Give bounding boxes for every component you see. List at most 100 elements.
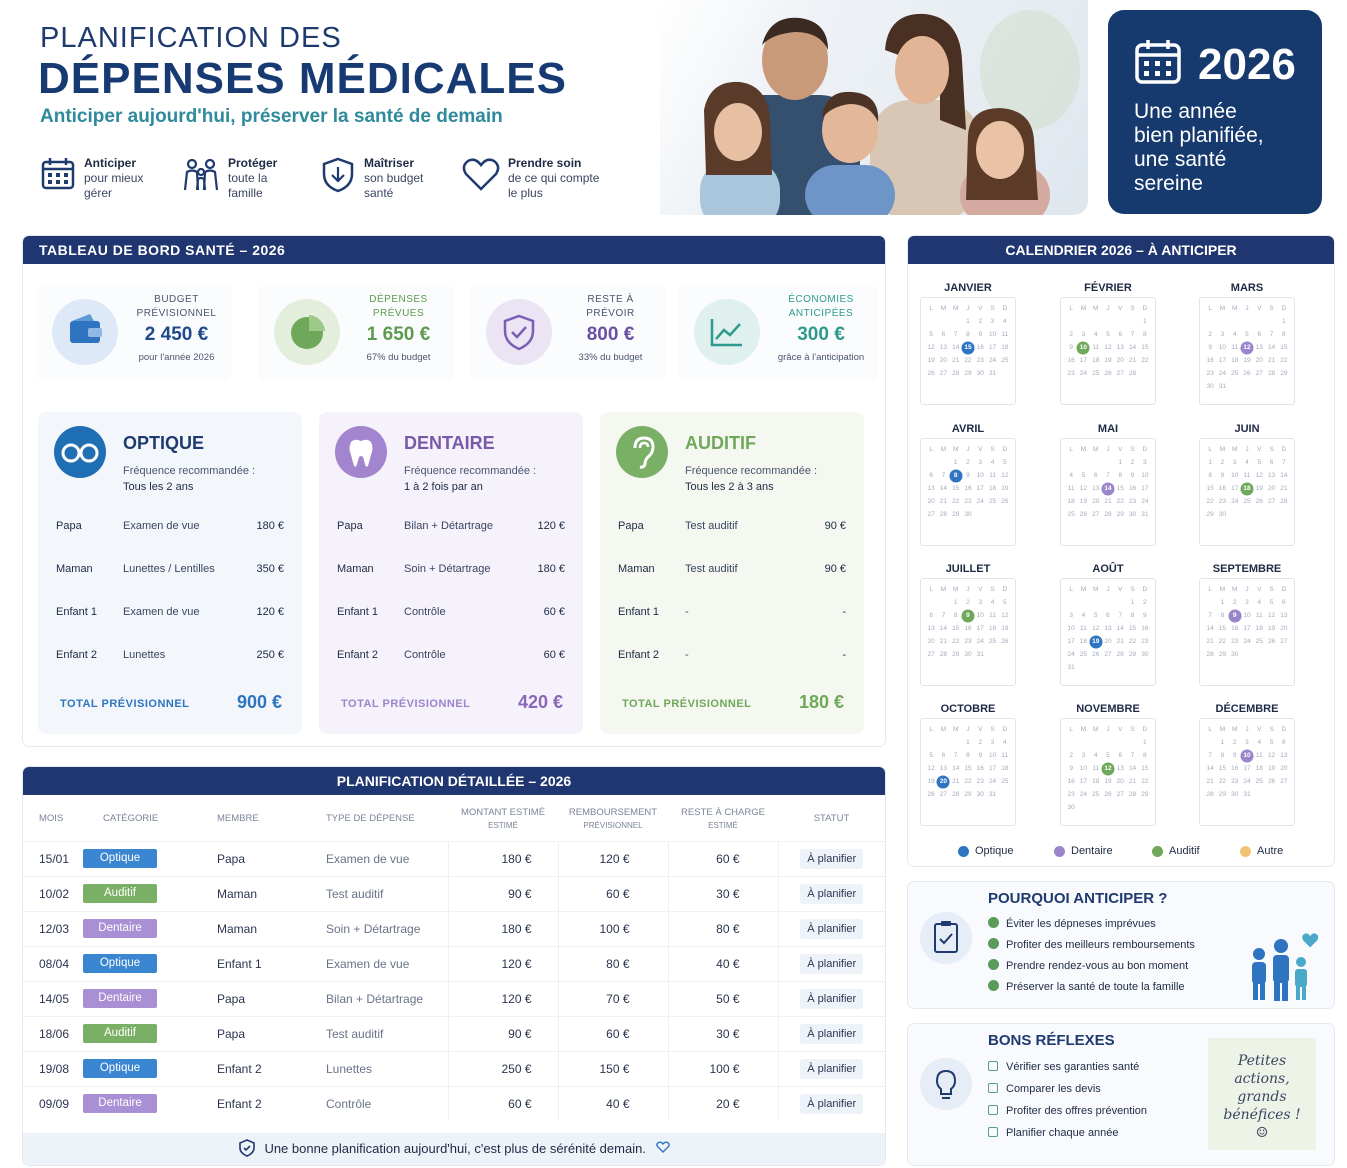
calendar-day[interactable]: 26 xyxy=(1092,651,1100,658)
calendar-day[interactable]: 14 xyxy=(952,765,960,772)
calendar-day[interactable]: 23 xyxy=(1067,791,1075,798)
calendar-day[interactable]: 6 xyxy=(1106,612,1110,619)
calendar-day[interactable]: 23 xyxy=(1231,638,1239,645)
calendar-day[interactable]: 22 xyxy=(1141,357,1149,364)
calendar-day[interactable]: 26 xyxy=(1267,638,1276,645)
calendar-day[interactable]: 1 xyxy=(1130,599,1135,606)
calendar-day[interactable]: 1 xyxy=(966,318,970,325)
calendar-day[interactable]: 27 xyxy=(939,370,948,377)
calendar-day[interactable]: 10 xyxy=(988,752,997,759)
calendar-day[interactable]: 9 xyxy=(978,752,983,759)
calendar-day[interactable]: 9 xyxy=(1130,472,1135,479)
calendar-day[interactable]: 25 xyxy=(1092,370,1100,377)
calendar-day[interactable]: 24 xyxy=(988,357,997,364)
calendar-day[interactable]: 6 xyxy=(929,612,933,619)
calendar-day[interactable]: 7 xyxy=(1208,752,1212,759)
calendar-day[interactable]: 15 xyxy=(1141,765,1149,772)
calendar-day[interactable]: 27 xyxy=(1116,370,1124,377)
calendar-day[interactable]: 9 xyxy=(1232,752,1237,759)
calendar-day[interactable]: 11 xyxy=(1243,472,1251,479)
calendar-day[interactable]: 24 xyxy=(1067,651,1075,658)
calendar-day[interactable]: 16 xyxy=(1231,625,1239,632)
calendar-day[interactable]: 16 xyxy=(1067,778,1075,785)
calendar-day[interactable]: 29 xyxy=(1141,791,1149,798)
calendar-day[interactable]: 17 xyxy=(1141,485,1149,492)
calendar-day[interactable]: 17 xyxy=(1243,765,1251,772)
calendar-day[interactable]: 18 xyxy=(1231,357,1239,364)
calendar-day[interactable]: 25 xyxy=(1001,778,1009,785)
calendar-day[interactable]: 21 xyxy=(1267,357,1276,364)
calendar-day[interactable]: 11 xyxy=(1001,752,1009,759)
calendar-day[interactable]: 1 xyxy=(1208,459,1212,466)
calendar-day[interactable]: 23 xyxy=(964,498,972,505)
calendar-day[interactable]: 21 xyxy=(952,357,960,364)
calendar-day[interactable]: 12 xyxy=(1255,472,1263,479)
calendar-day[interactable]: 15 xyxy=(952,485,960,492)
calendar-day[interactable]: 11 xyxy=(1080,625,1087,632)
status-badge[interactable]: À planifier xyxy=(800,848,864,869)
calendar-day[interactable]: 27 xyxy=(1104,651,1112,658)
calendar-day[interactable]: 26 xyxy=(1267,778,1276,785)
calendar-day[interactable]: 29 xyxy=(1218,791,1227,798)
calendar-day[interactable]: 5 xyxy=(1269,739,1274,746)
calendar-day[interactable]: 7 xyxy=(1106,472,1110,479)
calendar-day[interactable]: 15 xyxy=(964,765,972,772)
calendar-day[interactable]: 4 xyxy=(1232,331,1237,338)
calendar-day[interactable]: 14 xyxy=(1102,482,1114,495)
calendar-day[interactable]: 29 xyxy=(952,511,960,518)
calendar-day[interactable]: 22 xyxy=(1218,638,1227,645)
calendar-day[interactable]: 19 xyxy=(1001,625,1009,632)
calendar-day[interactable]: 30 xyxy=(1218,511,1227,518)
calendar-day[interactable]: 13 xyxy=(1280,752,1288,759)
calendar-day[interactable]: 15 xyxy=(962,341,974,354)
calendar-day[interactable]: 28 xyxy=(1128,791,1137,798)
calendar-day[interactable]: 22 xyxy=(1128,638,1137,645)
calendar-day[interactable]: 23 xyxy=(1141,638,1149,645)
calendar-day[interactable]: 19 xyxy=(1104,778,1112,785)
calendar-day[interactable]: 1 xyxy=(966,739,970,746)
calendar-day[interactable]: 17 xyxy=(1079,357,1088,364)
calendar-day[interactable]: 24 xyxy=(988,778,997,785)
calendar-day[interactable]: 2 xyxy=(1232,599,1237,606)
calendar-day[interactable]: 16 xyxy=(1218,485,1227,492)
calendar-day[interactable]: 26 xyxy=(927,370,935,377)
calendar-day[interactable]: 29 xyxy=(964,791,972,798)
calendar-day[interactable]: 12 xyxy=(927,765,935,772)
calendar-day[interactable]: 3 xyxy=(990,318,995,325)
calendar-day[interactable]: 30 xyxy=(1067,804,1075,811)
calendar-day[interactable]: 30 xyxy=(1231,791,1239,798)
calendar-day[interactable]: 9 xyxy=(1069,344,1073,351)
calendar-day[interactable]: 23 xyxy=(976,778,984,785)
calendar-day[interactable]: 2 xyxy=(1143,599,1147,606)
calendar-day[interactable]: 21 xyxy=(1206,638,1214,645)
calendar-day[interactable]: 18 xyxy=(988,625,997,632)
calendar-day[interactable]: 15 xyxy=(1116,485,1124,492)
calendar-day[interactable]: 15 xyxy=(1280,344,1288,351)
calendar-day[interactable]: 13 xyxy=(1116,765,1124,772)
calendar-day[interactable]: 17 xyxy=(1079,778,1088,785)
calendar-day[interactable]: 4 xyxy=(990,459,995,466)
calendar-day[interactable]: 9 xyxy=(1069,765,1073,772)
calendar-day[interactable]: 18 xyxy=(1079,638,1088,645)
calendar-day[interactable]: 20 xyxy=(1280,765,1288,772)
calendar-day[interactable]: 23 xyxy=(976,357,984,364)
calendar-day[interactable]: 21 xyxy=(1206,778,1214,785)
calendar-day[interactable]: 28 xyxy=(1206,651,1214,658)
calendar-day[interactable]: 31 xyxy=(1243,791,1251,798)
calendar-day[interactable]: 28 xyxy=(1128,370,1137,377)
calendar-day[interactable]: 4 xyxy=(1257,599,1262,606)
calendar-day[interactable]: 12 xyxy=(1104,344,1112,351)
calendar-day[interactable]: 27 xyxy=(1255,370,1263,377)
calendar-day[interactable]: 3 xyxy=(1081,752,1086,759)
calendar-day[interactable]: 19 xyxy=(1255,485,1263,492)
calendar-day[interactable]: 25 xyxy=(988,498,997,505)
calendar-day[interactable]: 21 xyxy=(1116,638,1124,645)
calendar-day[interactable]: 7 xyxy=(1208,612,1212,619)
calendar-day[interactable]: 10 xyxy=(1141,472,1149,479)
calendar-day[interactable]: 17 xyxy=(988,765,997,772)
calendar-day[interactable]: 15 xyxy=(1218,765,1227,772)
calendar-day[interactable]: 12 xyxy=(927,344,935,351)
calendar-day[interactable]: 28 xyxy=(1206,791,1214,798)
calendar-day[interactable]: 25 xyxy=(1079,651,1088,658)
calendar-day[interactable]: 14 xyxy=(1206,765,1214,772)
